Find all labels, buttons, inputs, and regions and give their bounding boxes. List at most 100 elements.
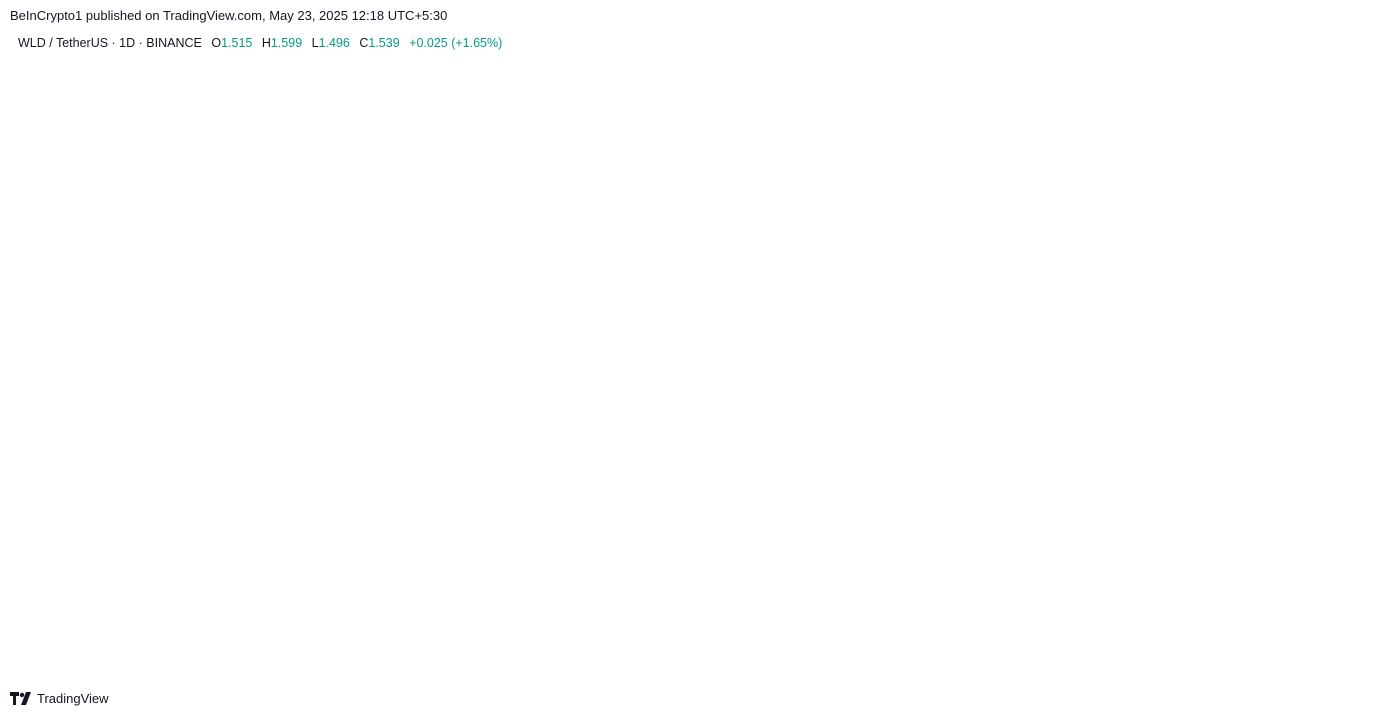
candle-body [424,454,445,465]
last-price-badge [1316,197,1368,229]
date-tick-label: 19 [323,660,337,674]
candle [949,280,970,340]
level-price-label: 1.188 [1325,330,1356,344]
candle [1185,165,1206,335]
candle [975,285,996,325]
close-value: 1.539 [368,36,400,50]
candle-body [582,357,602,373]
candle-body [660,386,681,394]
candle-body [923,299,944,308]
level-lines: 0.382 (1.955) 0.236 (1.427) 0 (0.573) [10,47,1320,568]
candle-body [1159,334,1180,364]
date-tick-label: 11 [113,660,126,674]
price-tick-label: 0.900 [1327,434,1357,448]
price-tick-label: 0.500 [1327,581,1357,595]
candle-body [30,533,51,546]
candle [214,494,235,513]
symbol-legend: WLD / TetherUS · 1D · BINANCE O1.515 H1.… [18,36,502,50]
price-tick-label: 0.800 [1327,471,1357,485]
candle-body [687,393,707,422]
date-tick-label: 17 [270,660,284,674]
date-tick-label: 29 [585,660,599,674]
candle [162,482,182,506]
candle [844,338,865,386]
publish-info: BeInCrypto1 published on TradingView.com… [10,8,448,23]
candle-body [792,429,812,432]
candle [293,505,314,517]
candle-body [319,490,340,512]
price-tick-label: 1.100 [1327,361,1357,375]
price-tick-label: 1.200 [1369,324,1399,338]
candle [870,310,891,357]
date-tick-label: 17 [1058,660,1072,674]
candle-body [1212,206,1232,216]
candle [109,497,130,517]
candle [1002,305,1022,362]
change-value: +0.025 (+1.65%) [409,36,503,50]
close-label: C [359,36,369,50]
price-tick-label: 1.000 [1369,398,1399,412]
candle-body [739,433,760,454]
candle-body [844,353,865,382]
date-tick-label: 11 [901,660,914,674]
candles [4,165,1232,563]
candle-body [1185,215,1206,335]
grid [10,30,1320,680]
tradingview-logo[interactable]: TradingView [10,691,109,706]
date-tick-label: 13 [953,660,967,674]
candle-body [1002,317,1022,351]
candle [529,317,550,365]
candle-body [345,486,366,491]
date-tick-label: 7 [799,660,806,674]
candle-body [398,464,419,492]
level-price-badge [1320,406,1366,425]
date-tick-label: 15 [218,660,232,674]
candle [267,508,287,524]
candle [4,521,25,563]
candle-body [372,487,392,492]
candle-body [608,357,629,373]
price-tick-label: 1.400 [1327,251,1357,265]
date-tick-label: 27 [533,660,547,674]
candle-body [765,431,786,454]
candle-body [109,501,130,517]
candle-body [975,295,996,318]
candle [608,342,629,404]
candle [713,418,734,437]
candle [30,526,51,549]
date-tick-label: 25 [480,660,494,674]
price-tick-label: 1.900 [1327,67,1357,81]
price-tick-label: 0.600 [1327,544,1357,558]
date-tick-label: 21 [1163,660,1177,674]
date-tick-label: 23 [1215,660,1229,674]
candle [687,393,707,423]
price-tick-label: 1.800 [1327,104,1357,118]
date-tick-label: 3 [694,660,701,674]
candle [923,276,944,329]
candle-body [1080,339,1101,379]
candle-body [949,295,970,301]
low-label: L [311,36,319,50]
candle-body [214,500,235,513]
candle-body [135,485,156,502]
symbol-name[interactable]: WLD / TetherUS · 1D · BINANCE [18,36,202,50]
level-price-badge [1320,326,1366,345]
candle [739,418,760,459]
candle-body [293,511,314,516]
candle [345,482,366,502]
fib-level-label: 0.236 (1.427) [1236,241,1307,255]
candle [319,487,340,513]
candle-body [818,381,839,432]
candle [1133,345,1154,383]
candle-body [477,386,497,434]
price-tick-label: 1.500 [1369,214,1399,228]
price-tick-label: 0.700 [1327,508,1357,522]
candle [555,335,576,383]
candle [1159,298,1180,372]
high-label: H [261,36,271,50]
candle [1028,335,1049,371]
candle [897,271,917,329]
date-tick-label: 7 [11,660,18,674]
high-value: 1.599 [270,36,303,50]
